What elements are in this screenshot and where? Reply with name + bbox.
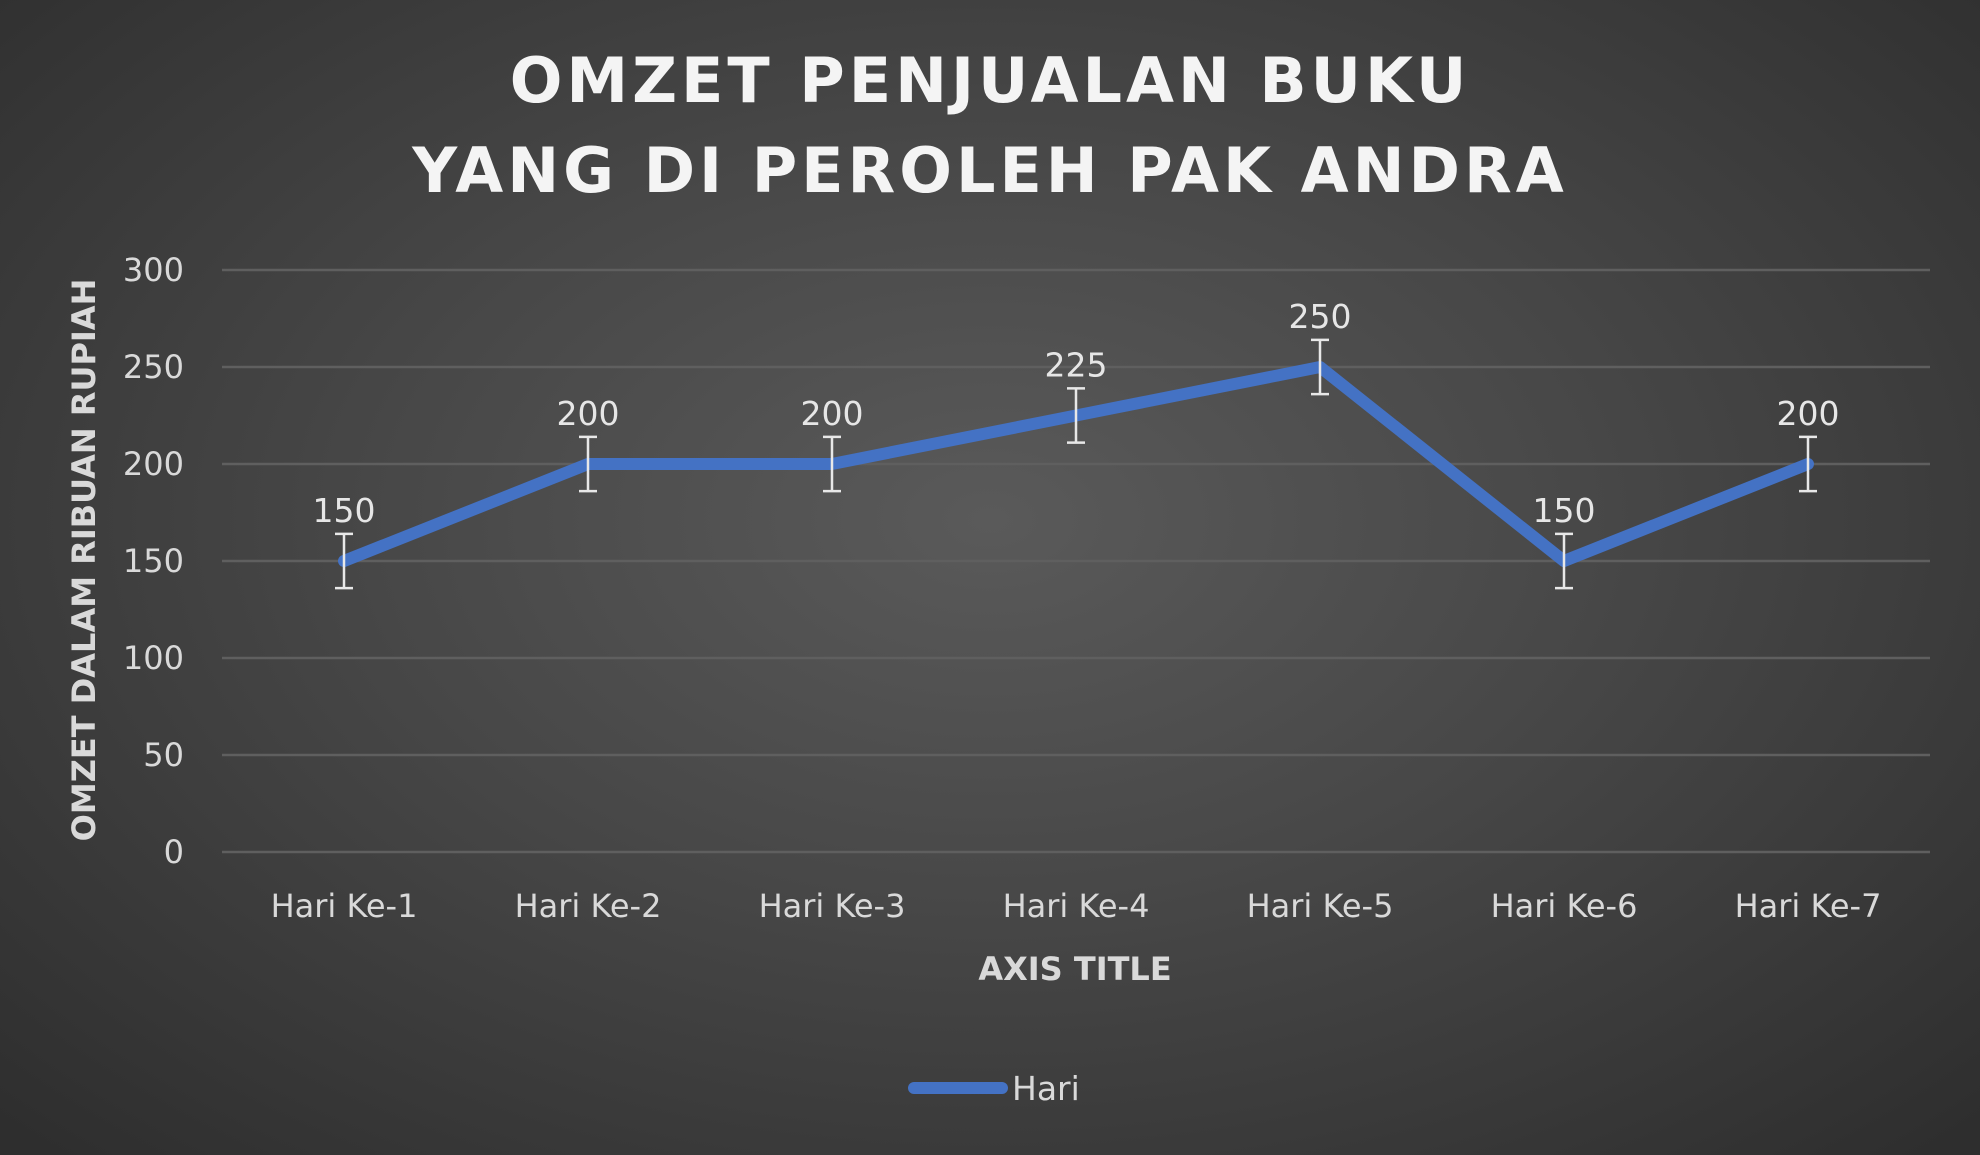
x-tick-label: Hari Ke-5 — [1247, 887, 1394, 925]
data-label: 200 — [557, 394, 620, 433]
x-tick-label: Hari Ke-4 — [1003, 887, 1150, 925]
y-tick-label: 50 — [143, 736, 184, 774]
x-tick-label: Hari Ke-6 — [1491, 887, 1638, 925]
x-tick-label: Hari Ke-1 — [271, 887, 418, 925]
legend[interactable]: Hari — [914, 1069, 1080, 1108]
y-tick-label: 0 — [164, 833, 184, 871]
chart-title-line-2: YANG DI PEROLEH PAK ANDRA — [411, 134, 1567, 207]
x-axis-title: AXIS TITLE — [978, 950, 1171, 988]
data-label: 200 — [801, 394, 864, 433]
chart-title-line-1: OMZET PENJUALAN BUKU — [510, 44, 1471, 117]
y-axis-title: OMZET DALAM RIBUAN RUPIAH — [65, 279, 103, 842]
y-tick-label: 200 — [123, 445, 184, 483]
data-label: 250 — [1289, 297, 1352, 336]
x-tick-label: Hari Ke-2 — [515, 887, 662, 925]
chart-title: OMZET PENJUALAN BUKU YANG DI PEROLEH PAK… — [411, 44, 1567, 207]
x-tick-label: Hari Ke-7 — [1735, 887, 1882, 925]
data-label: 225 — [1045, 345, 1108, 384]
x-tick-label: Hari Ke-3 — [759, 887, 906, 925]
y-tick-label: 300 — [123, 251, 184, 289]
x-axis-ticks: Hari Ke-1 Hari Ke-2 Hari Ke-3 Hari Ke-4 Hari… — [271, 887, 1882, 925]
y-tick-label: 150 — [123, 542, 184, 580]
legend-label-hari: Hari — [1012, 1069, 1080, 1108]
y-axis-ticks: 0 50 100 150 200 250 300 — [123, 251, 184, 871]
data-label: 150 — [1533, 491, 1596, 530]
y-tick-label: 100 — [123, 639, 184, 677]
y-tick-label: 250 — [123, 348, 184, 386]
data-label: 200 — [1777, 394, 1840, 433]
data-label: 150 — [313, 491, 376, 530]
